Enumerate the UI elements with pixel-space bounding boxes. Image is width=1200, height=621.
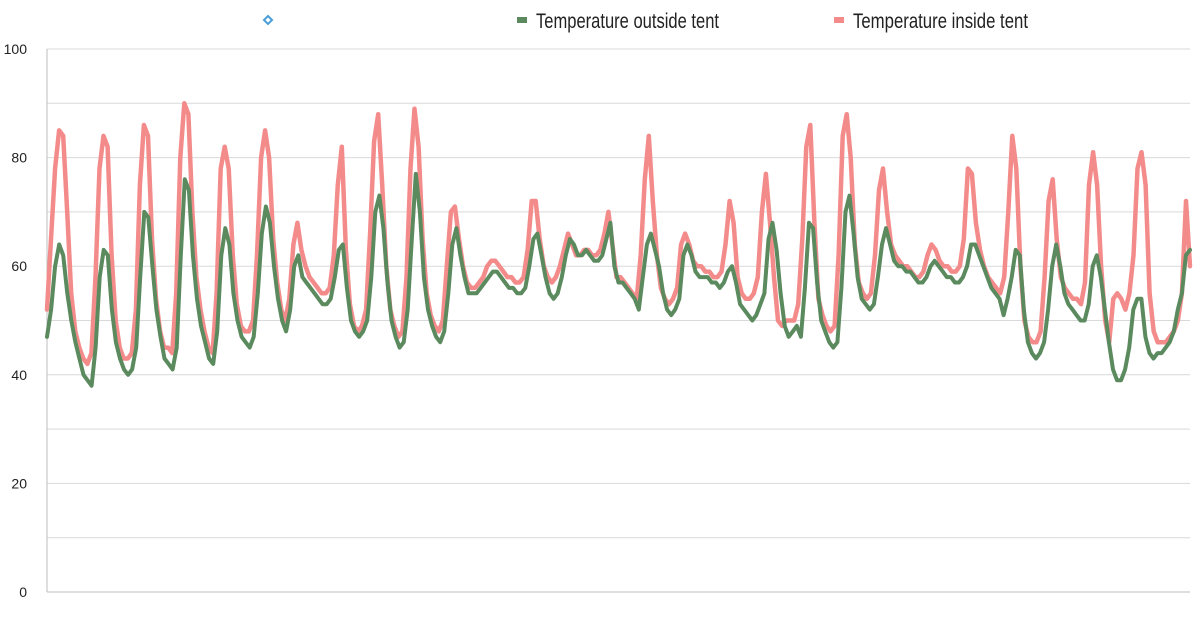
legend-label: Temperature inside tent bbox=[853, 10, 1028, 33]
series-line-outside bbox=[45, 171, 1192, 388]
y-tick-label: 0 bbox=[19, 584, 27, 600]
y-tick-label: 100 bbox=[4, 41, 28, 57]
y-tick-label: 80 bbox=[11, 150, 27, 166]
y-tick-label: 60 bbox=[11, 258, 27, 274]
legend-marker bbox=[834, 17, 844, 23]
y-axis: 0 20 40 60 80 100 bbox=[4, 41, 28, 600]
legend: Temperature outside tent Temperature insi… bbox=[262, 10, 1028, 33]
y-tick-label: 40 bbox=[11, 367, 27, 383]
legend-marker-diamond-icon bbox=[262, 14, 274, 26]
legend-label: Temperature outside tent bbox=[536, 10, 719, 33]
legend-marker bbox=[517, 17, 527, 23]
series-group bbox=[44, 101, 1193, 388]
y-tick-label: 20 bbox=[11, 475, 27, 491]
